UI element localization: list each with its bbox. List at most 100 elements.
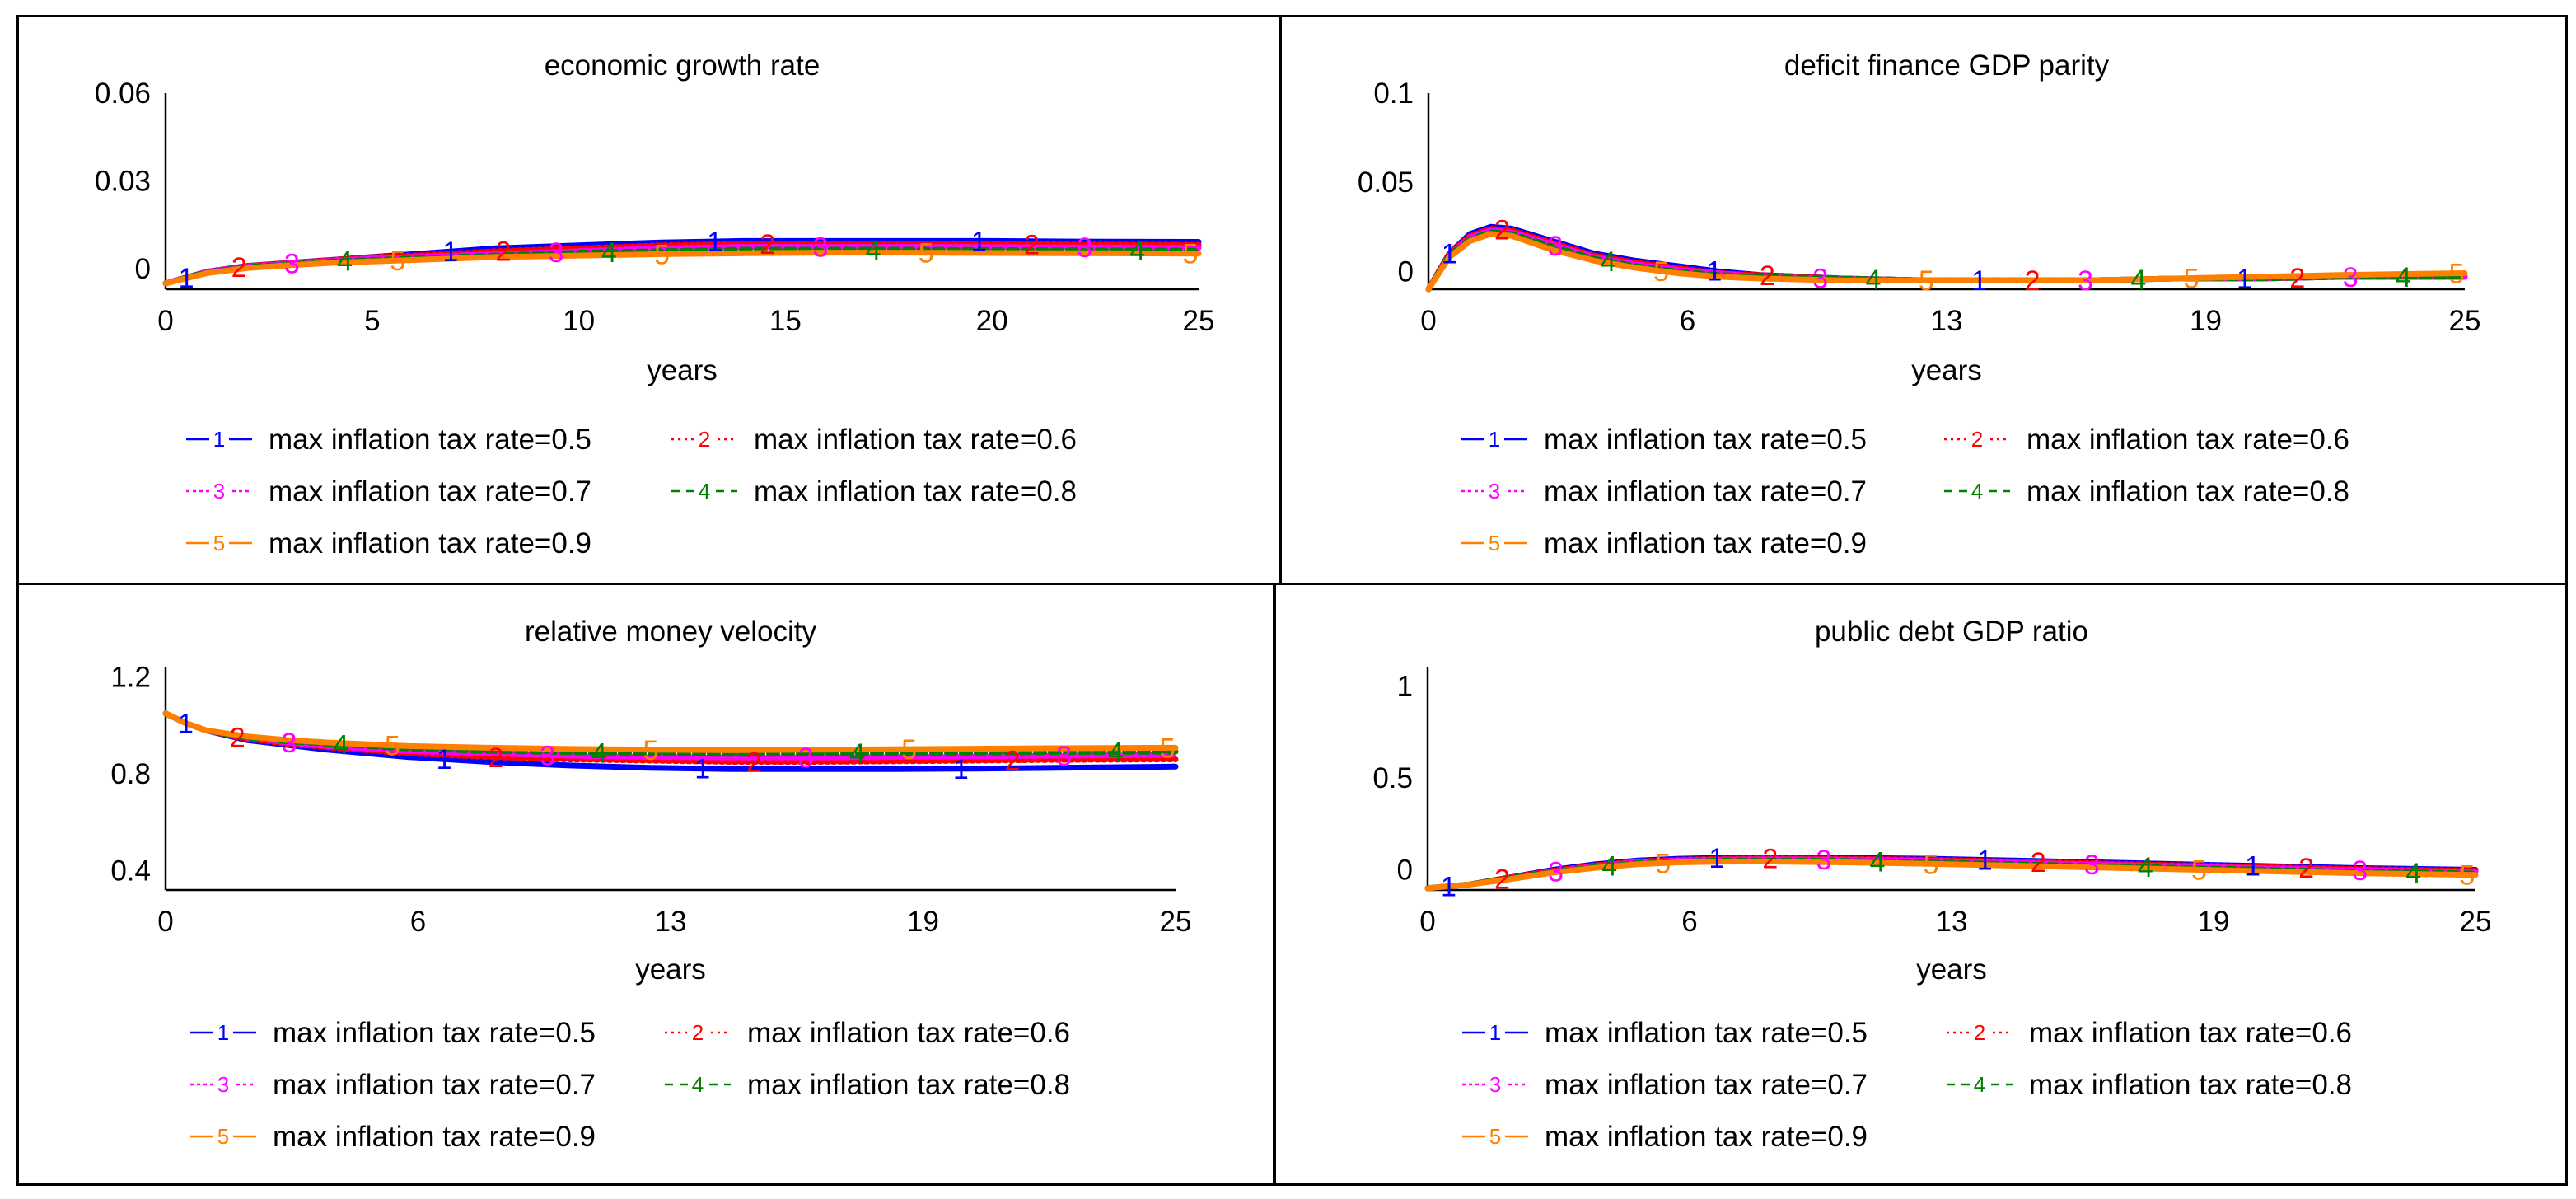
x-tick-label: 25 xyxy=(2449,305,2481,337)
series-marker-5: 5 xyxy=(385,731,400,762)
series-marker-4: 4 xyxy=(1870,846,1886,878)
legend-item-4: 4 max inflation tax rate=0.8 xyxy=(1944,475,2349,508)
legend-item-1: 1 max inflation tax rate=0.5 xyxy=(190,1017,596,1049)
series-marker-2: 2 xyxy=(2025,265,2041,297)
y-tick-label: 0.03 xyxy=(95,166,151,198)
legend-marker: 4 xyxy=(1971,479,1983,503)
legend-swatch-gap xyxy=(1485,1073,1505,1096)
legend-label: max inflation tax rate=0.6 xyxy=(2027,424,2349,456)
series-line-5 xyxy=(1425,231,2468,293)
legend-marker: 4 xyxy=(692,1072,704,1097)
legend-swatch-gap xyxy=(209,532,229,555)
series-marker-4: 4 xyxy=(601,237,617,269)
series-marker-1: 1 xyxy=(953,754,969,785)
legend-marker: 3 xyxy=(213,479,225,503)
legend-label: max inflation tax rate=0.5 xyxy=(1545,1017,1868,1049)
series-marker-1: 1 xyxy=(1971,265,1987,297)
chart-title: relative money velocity xyxy=(525,616,817,648)
x-axis-label: years xyxy=(647,354,718,386)
legend-label: max inflation tax rate=0.9 xyxy=(1544,527,1867,560)
x-tick-label: 13 xyxy=(655,906,687,938)
series-marker-2: 2 xyxy=(2289,263,2305,294)
series-marker-2: 2 xyxy=(1024,229,1040,260)
x-axis-label: years xyxy=(635,953,706,986)
legend-marker: 1 xyxy=(217,1020,229,1045)
series-marker-2: 2 xyxy=(1760,260,1775,292)
series-marker-4: 4 xyxy=(2138,852,2153,883)
series-marker-2: 2 xyxy=(496,237,512,268)
x-tick-label: 19 xyxy=(907,906,939,938)
x-tick-label: 0 xyxy=(1419,906,1435,938)
series-marker-4: 4 xyxy=(1129,236,1145,267)
series-marker-3: 3 xyxy=(1548,856,1564,888)
x-tick-label: 6 xyxy=(1680,305,1695,337)
series-marker-4: 4 xyxy=(2396,262,2411,293)
x-tick-label: 25 xyxy=(1183,305,1215,337)
legend-marker: 3 xyxy=(1489,479,1500,503)
legend-marker: 3 xyxy=(217,1072,229,1097)
legend-swatch-gap xyxy=(213,1073,233,1096)
x-axis-label: years xyxy=(1916,953,1987,986)
x-tick-label: 19 xyxy=(2198,906,2230,938)
x-tick-label: 13 xyxy=(1931,305,1963,337)
series-marker-3: 3 xyxy=(1816,845,1831,876)
series-marker-4: 4 xyxy=(333,729,348,761)
series-marker-4: 4 xyxy=(1108,737,1124,768)
y-tick-label: 0.8 xyxy=(110,758,151,790)
legend-item-3: 3 max inflation tax rate=0.7 xyxy=(1462,1069,1868,1101)
series-marker-1: 1 xyxy=(1709,843,1724,874)
series-marker-5: 5 xyxy=(1160,733,1176,764)
legend-label: max inflation tax rate=0.8 xyxy=(2029,1069,2352,1101)
series-marker-4: 4 xyxy=(2405,858,2421,889)
legend-swatch-gap xyxy=(1484,480,1504,503)
series-marker-5: 5 xyxy=(901,734,917,766)
legend-swatch-gap xyxy=(1970,1073,1989,1096)
legend-swatch-gap xyxy=(1485,1125,1505,1148)
series-marker-1: 1 xyxy=(1442,239,1457,270)
series-marker-5: 5 xyxy=(654,239,670,270)
legend-label: max inflation tax rate=0.7 xyxy=(269,475,591,508)
series-marker-3: 3 xyxy=(540,740,555,771)
legend-label: max inflation tax rate=0.8 xyxy=(754,475,1077,508)
panel-public-debt-gdp-ratio: public debt GDP ratio 1 0.5 0 0 6 13 19 25 years 1… xyxy=(1274,583,2568,1186)
series-marker-5: 5 xyxy=(2459,860,2475,892)
series-marker-4: 4 xyxy=(866,235,881,266)
x-tick-label: 25 xyxy=(2460,906,2492,938)
series-marker-5: 5 xyxy=(1919,265,1934,297)
legend-marker: 2 xyxy=(1974,1020,1985,1045)
y-tick-label: 0 xyxy=(1397,854,1413,886)
series-marker-2: 2 xyxy=(760,229,775,260)
series-marker-1: 1 xyxy=(694,754,710,785)
series-marker-5: 5 xyxy=(2448,259,2464,290)
legend-marker: 1 xyxy=(1489,427,1500,452)
legend-marker: 4 xyxy=(1974,1072,1985,1097)
series-marker-4: 4 xyxy=(849,738,865,770)
series-line-5 xyxy=(162,710,1179,753)
legend-swatch-gap xyxy=(688,1073,708,1096)
series-marker-1: 1 xyxy=(442,237,458,268)
y-tick-label: 0.4 xyxy=(110,855,151,888)
legend-item-1: 1 max inflation tax rate=0.5 xyxy=(1461,424,1867,456)
legend-swatch-gap xyxy=(1967,428,1987,451)
series-marker-1: 1 xyxy=(2237,264,2252,295)
y-tick-label: 0.06 xyxy=(95,77,151,110)
series-marker-1: 1 xyxy=(1706,256,1722,288)
series-marker-5: 5 xyxy=(643,735,659,766)
y-tick-label: 0 xyxy=(135,253,151,285)
legend-label: max inflation tax rate=0.9 xyxy=(273,1121,596,1153)
legend-label: max inflation tax rate=0.5 xyxy=(273,1017,596,1049)
legend-label: max inflation tax rate=0.8 xyxy=(2027,475,2349,508)
series-marker-5: 5 xyxy=(390,246,405,277)
legend-item-1: 1 max inflation tax rate=0.5 xyxy=(1462,1017,1868,1049)
series-marker-3: 3 xyxy=(798,742,814,774)
series-marker-5: 5 xyxy=(1924,849,1939,880)
legend-marker: 1 xyxy=(1489,1020,1501,1045)
x-tick-label: 20 xyxy=(976,305,1008,337)
legend-item-3: 3 max inflation tax rate=0.7 xyxy=(190,1069,596,1101)
legend-label: max inflation tax rate=0.6 xyxy=(754,424,1077,456)
legend-item-5: 5 max inflation tax rate=0.9 xyxy=(1461,527,1867,560)
y-tick-label: 1.2 xyxy=(110,662,151,694)
series-marker-1: 1 xyxy=(179,263,194,294)
x-tick-label: 13 xyxy=(1936,906,1968,938)
